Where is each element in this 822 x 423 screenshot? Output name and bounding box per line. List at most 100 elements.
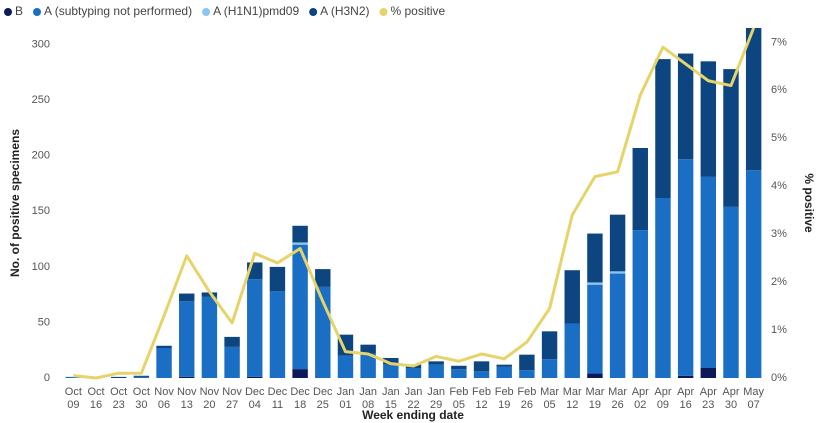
bar-segment — [677, 53, 694, 160]
x-tick-label: Jan 15 — [382, 386, 400, 411]
bar-segment — [65, 376, 82, 378]
bar-segment — [247, 279, 263, 377]
legend-label: A (H3N2) — [320, 4, 369, 18]
y-tick-label: 200 — [32, 150, 50, 162]
x-tick-label: Feb 12 — [472, 386, 491, 411]
legend-marker — [4, 8, 12, 16]
bar-segment — [179, 376, 195, 378]
y2-tick-label: 5% — [771, 132, 787, 144]
bar-segment — [745, 28, 762, 171]
bar-segment — [587, 373, 603, 378]
legend-label: A (H1N1)pmd09 — [213, 4, 299, 18]
y2-tick-label: 1% — [771, 324, 787, 336]
line — [73, 27, 756, 380]
bar-segment — [428, 364, 444, 378]
x-tick-label: Feb 19 — [495, 386, 514, 411]
y-tick-label: 50 — [38, 316, 50, 328]
legend-label: B — [15, 4, 23, 18]
legend-marker — [202, 8, 211, 16]
bar-segment — [700, 176, 717, 368]
bar-segment — [609, 273, 626, 378]
y2-axis-title: % positive — [802, 173, 816, 233]
bar-segment — [587, 284, 603, 374]
y-tick-label: 300 — [32, 39, 50, 51]
x-tick-label: May 07 — [743, 386, 764, 411]
bar-segment — [269, 291, 286, 378]
bar-segment — [587, 233, 603, 283]
x-tick-label: Nov 20 — [200, 386, 220, 411]
bar-segment — [292, 369, 308, 378]
y2-tick-label: 3% — [771, 228, 787, 240]
x-tick-label: Mar 05 — [540, 386, 559, 411]
bar-segment — [496, 364, 512, 367]
x-tick-label: Dec 25 — [313, 386, 333, 411]
bar-segment — [315, 269, 331, 287]
bar-segment — [609, 271, 626, 274]
bar-segment — [179, 301, 195, 377]
bar-segment — [700, 61, 717, 177]
x-tick-label: Mar 12 — [563, 386, 582, 411]
bar-segment — [723, 206, 739, 378]
y-tick-label: 250 — [32, 94, 50, 106]
x-tick-label: Jan 01 — [337, 386, 355, 411]
y2-tick-label: 4% — [771, 180, 787, 192]
legend-label: % positive — [391, 4, 446, 18]
y2-tick-label: 6% — [771, 84, 787, 96]
x-tick-label: Oct 16 — [87, 386, 104, 411]
x-tick-label: Apr 23 — [700, 386, 717, 411]
bar-segment — [677, 375, 694, 378]
bar-segment — [201, 296, 218, 378]
bar-segment — [360, 344, 376, 354]
x-tick-label: Mar 19 — [585, 386, 604, 411]
bar-segment — [428, 361, 444, 365]
bar-segment — [292, 244, 308, 370]
bar-segment — [383, 364, 399, 378]
x-tick-label: Oct 30 — [133, 386, 150, 411]
bar-segment — [564, 323, 580, 378]
bar-segment — [269, 266, 286, 292]
bar-segment — [247, 376, 263, 378]
y-tick-label: 100 — [32, 261, 50, 273]
x-tick-label: Apr 16 — [677, 386, 694, 411]
x-tick-label: Apr 02 — [632, 386, 649, 411]
bar-segment — [541, 359, 558, 378]
y2-tick-label: 2% — [771, 276, 787, 288]
x-tick-label: Oct 23 — [110, 386, 127, 411]
bar-segment — [451, 365, 467, 370]
bar-segment — [587, 282, 603, 285]
y-tick-label: 150 — [32, 205, 50, 217]
bar-segment — [156, 345, 172, 348]
bar-segment — [133, 376, 150, 378]
legend-marker — [309, 8, 318, 16]
bar-segment — [156, 348, 172, 378]
bar-segment — [632, 148, 648, 231]
x-tick-label: Dec 18 — [290, 386, 310, 411]
y2-tick-label: 0% — [771, 372, 787, 384]
bar-segment — [224, 336, 240, 347]
bar-segment — [609, 214, 626, 272]
x-tick-label: Jan 22 — [405, 386, 423, 411]
x-tick-label: Mar 26 — [608, 386, 627, 411]
bar-segment — [496, 366, 512, 378]
x-tick-label: Nov 13 — [177, 386, 197, 411]
x-tick-label: Oct 09 — [65, 386, 82, 411]
legend-label: A (subtyping not performed) — [44, 4, 192, 18]
bar-segment — [133, 375, 150, 377]
bar-segment — [655, 59, 671, 198]
bar-segment — [564, 270, 580, 324]
bar-segment — [700, 368, 717, 378]
x-tick-label: Jan 29 — [427, 386, 445, 411]
y2-tick-label: 7% — [771, 36, 787, 48]
bar-segment — [632, 230, 648, 378]
bar-segment — [292, 242, 308, 245]
x-axis-title: Week ending date — [362, 408, 464, 422]
bar-segment — [519, 354, 535, 371]
bar-segment — [541, 331, 558, 360]
bar-segment — [224, 346, 240, 378]
bar-segment — [723, 69, 739, 207]
x-tick-label: Nov 27 — [222, 386, 242, 411]
y-axis-title: No. of positive specimens — [8, 129, 22, 277]
legend-marker — [33, 8, 42, 16]
x-tick-label: Jan 08 — [359, 386, 377, 411]
